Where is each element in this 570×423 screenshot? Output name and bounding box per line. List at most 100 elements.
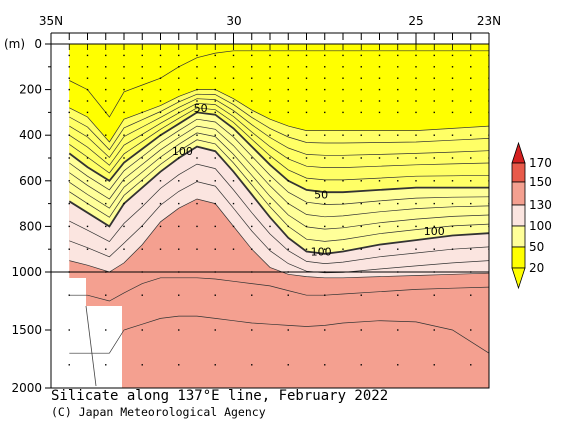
sample-point bbox=[141, 134, 143, 136]
sample-point bbox=[196, 248, 198, 250]
sample-point bbox=[360, 111, 362, 114]
sample-point bbox=[287, 54, 289, 57]
sample-point bbox=[86, 88, 89, 91]
sample-point bbox=[251, 180, 253, 182]
sample-point bbox=[397, 111, 399, 114]
sample-point bbox=[251, 66, 253, 68]
sample-point bbox=[287, 225, 289, 228]
sample-point bbox=[86, 134, 89, 136]
sample-point bbox=[214, 248, 216, 250]
sample-point bbox=[360, 294, 362, 296]
sample-point bbox=[251, 54, 253, 57]
sample-point bbox=[232, 180, 235, 182]
sample-point bbox=[324, 54, 326, 57]
sample-point bbox=[433, 294, 435, 296]
contour-line-layer bbox=[68, 50, 489, 354]
sample-point bbox=[342, 100, 344, 102]
sample-point bbox=[305, 180, 308, 182]
sample-point bbox=[159, 180, 162, 182]
sample-point bbox=[68, 88, 70, 91]
sample-point bbox=[269, 180, 271, 182]
sample-point bbox=[196, 100, 198, 102]
sample-point bbox=[68, 134, 70, 136]
x-tick-label-25: 25 bbox=[408, 14, 423, 28]
sample-point bbox=[287, 66, 289, 68]
sample-point bbox=[123, 66, 125, 68]
sample-point bbox=[196, 157, 198, 159]
sample-point bbox=[433, 111, 435, 114]
sample-point bbox=[305, 157, 308, 159]
sample-point bbox=[287, 157, 289, 159]
sample-point bbox=[287, 134, 289, 136]
sample-point bbox=[433, 157, 435, 159]
sample-point bbox=[324, 225, 326, 228]
sample-point bbox=[251, 111, 253, 114]
sample-point bbox=[178, 180, 180, 182]
sample-point bbox=[433, 66, 435, 68]
sample-point bbox=[451, 77, 454, 79]
sample-point bbox=[86, 202, 89, 205]
sample-point bbox=[196, 111, 198, 114]
sample-point bbox=[214, 329, 216, 331]
contour-label-layer: 50 100 50 100 100 bbox=[172, 102, 445, 259]
sample-point bbox=[287, 364, 289, 366]
sample-point bbox=[86, 66, 89, 68]
contour-line bbox=[69, 181, 489, 274]
contour-line bbox=[69, 93, 489, 151]
x-tick-label-35n: 35N bbox=[39, 14, 63, 28]
sample-point bbox=[123, 134, 125, 136]
sample-point bbox=[141, 100, 143, 102]
sample-point bbox=[451, 88, 454, 91]
sample-point bbox=[360, 88, 362, 91]
sample-point bbox=[251, 329, 253, 331]
sample-point bbox=[324, 66, 326, 68]
sample-point bbox=[68, 225, 70, 228]
sample-point bbox=[269, 77, 271, 79]
sample-point bbox=[68, 364, 70, 366]
sample-point bbox=[451, 66, 454, 68]
sample-point bbox=[451, 100, 454, 102]
colorbar-label: 150 bbox=[529, 175, 552, 189]
y-tick-label: 1500 bbox=[11, 323, 42, 337]
sample-point bbox=[269, 202, 271, 205]
sample-point bbox=[141, 111, 143, 114]
colorbar-label: 100 bbox=[529, 219, 552, 233]
y-tick-label: 1000 bbox=[11, 265, 42, 279]
sample-point bbox=[178, 134, 180, 136]
sample-point bbox=[433, 54, 435, 57]
sample-point bbox=[105, 111, 107, 114]
sample-point bbox=[305, 111, 308, 114]
sample-point bbox=[470, 157, 472, 159]
y-tick-label: 600 bbox=[19, 174, 42, 188]
sample-point bbox=[305, 202, 308, 205]
sample-point bbox=[415, 88, 417, 91]
sample-point bbox=[86, 157, 89, 159]
fill-band-below-20 bbox=[69, 44, 489, 142]
sample-point bbox=[105, 100, 107, 102]
contour-line bbox=[69, 98, 489, 159]
sample-point bbox=[232, 248, 235, 250]
x-tick-label-23n: 23N bbox=[477, 14, 501, 28]
contour-line bbox=[69, 89, 489, 143]
contour-line-100 bbox=[68, 145, 489, 255]
sample-point bbox=[397, 294, 399, 296]
sample-point bbox=[269, 100, 271, 102]
sample-point bbox=[105, 77, 107, 79]
sample-point bbox=[342, 157, 344, 159]
contour-label: 50 bbox=[194, 102, 208, 115]
sample-point bbox=[451, 54, 454, 57]
sample-point bbox=[105, 134, 107, 136]
sample-point bbox=[287, 329, 289, 331]
contour-line bbox=[69, 132, 489, 230]
sample-point bbox=[105, 329, 107, 331]
colorbar-label: 20 bbox=[529, 261, 544, 275]
sample-point bbox=[360, 134, 362, 136]
sample-point bbox=[397, 329, 399, 331]
sample-point bbox=[214, 202, 216, 205]
sample-point bbox=[196, 77, 198, 79]
sample-point bbox=[178, 364, 180, 366]
sample-point bbox=[378, 88, 381, 91]
sample-point bbox=[251, 157, 253, 159]
sample-point bbox=[159, 54, 162, 57]
sample-point bbox=[68, 77, 70, 79]
